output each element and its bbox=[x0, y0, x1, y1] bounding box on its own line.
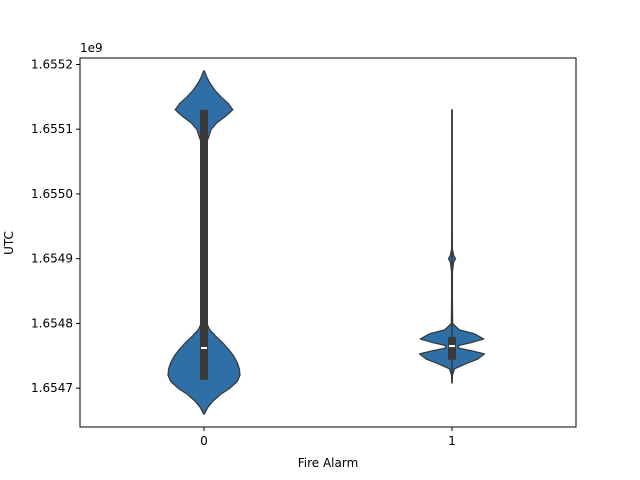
y-tick-label: 1.6547 bbox=[31, 381, 73, 395]
y-tick-label: 1.6552 bbox=[31, 57, 73, 71]
violin-iqr-box-1 bbox=[448, 337, 456, 360]
x-tick-label: 1 bbox=[448, 434, 456, 448]
y-axis: 1.6547 1.6548 1.6549 1.6550 1.6551 1.6552 bbox=[31, 57, 80, 395]
violin-iqr-box-0 bbox=[200, 109, 208, 380]
y-tick-label: 1.6548 bbox=[31, 316, 73, 330]
y-axis-label: UTC bbox=[2, 231, 16, 255]
violin-layer bbox=[167, 70, 486, 415]
x-tick-label: 0 bbox=[200, 434, 208, 448]
plot-frame bbox=[79, 57, 577, 428]
x-axis-label: Fire Alarm bbox=[298, 456, 359, 470]
y-tick-label: 1.6549 bbox=[31, 252, 73, 266]
y-tick-label: 1.6551 bbox=[31, 122, 73, 136]
y-offset-label: 1e9 bbox=[80, 41, 103, 55]
y-tick-label: 1.6550 bbox=[31, 187, 73, 201]
